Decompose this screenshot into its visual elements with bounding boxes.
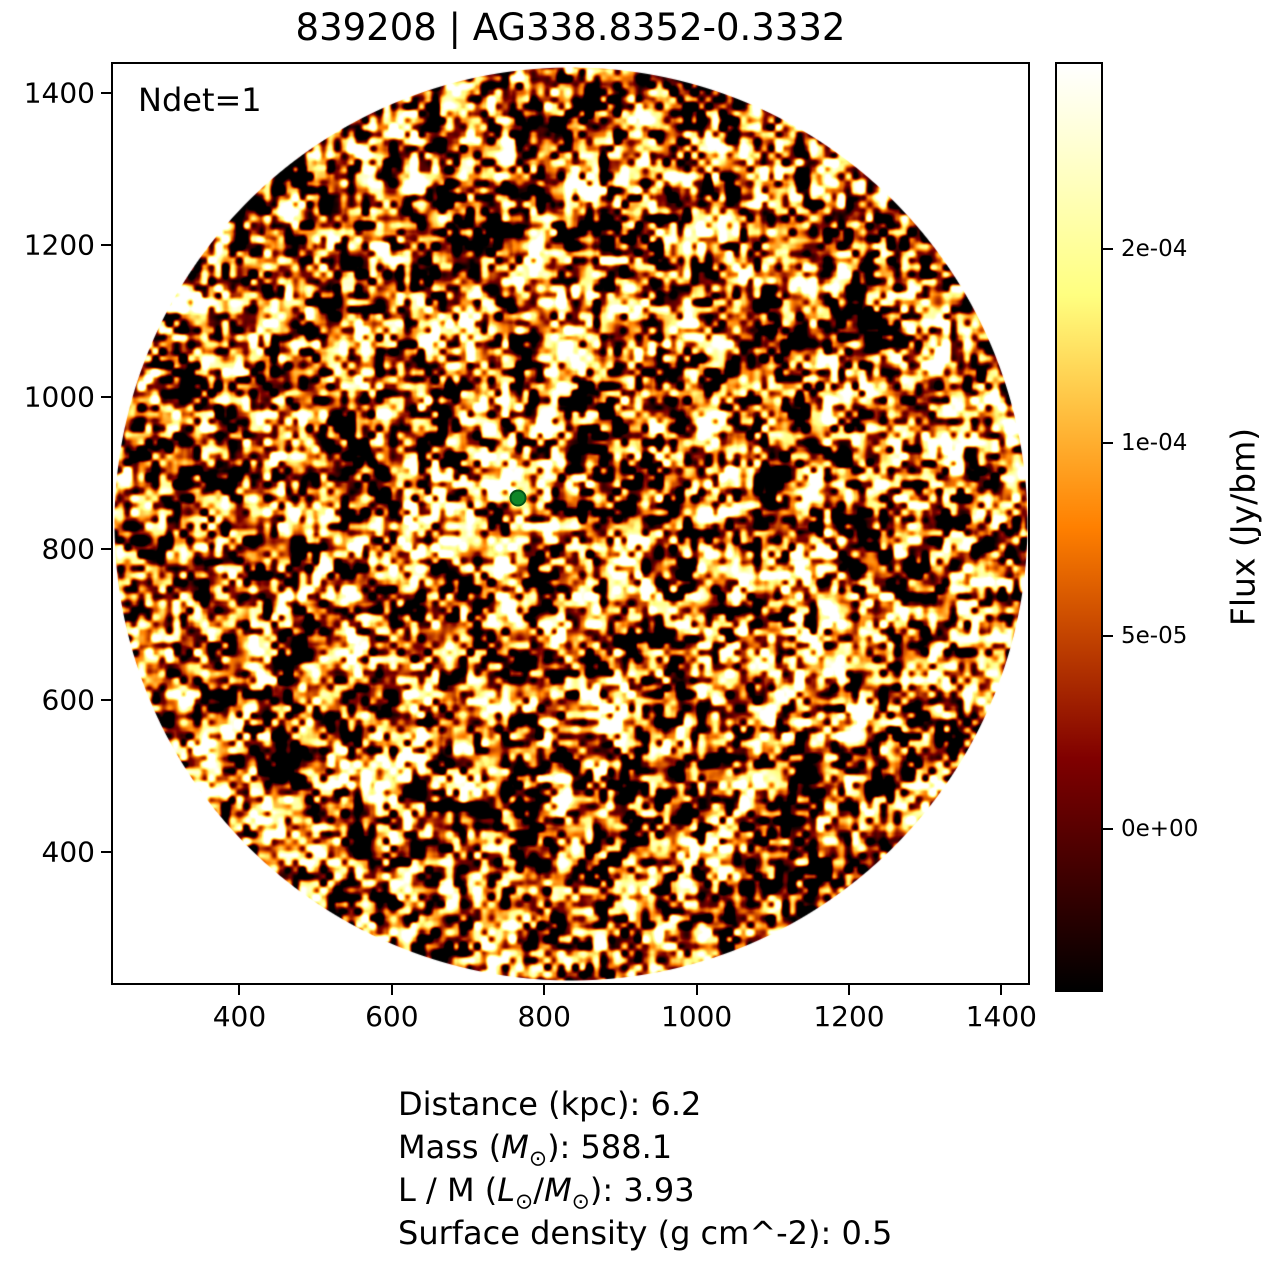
y-tick-label: 800: [41, 532, 95, 566]
x-tick-mark: [390, 985, 393, 995]
y-tick-label: 1200: [23, 228, 95, 262]
y-tick-mark: [101, 395, 111, 398]
axes-box: Ndet=1: [111, 62, 1030, 985]
colorbar-tick-mark: [1103, 442, 1113, 445]
info-line: Distance (kpc): 6.2: [398, 1085, 702, 1123]
colorbar-tick-label: 5e-05: [1121, 622, 1188, 649]
info-line: Surface density (g cm^-2): 0.5: [398, 1214, 893, 1252]
x-tick-label: 600: [365, 1000, 419, 1033]
colorbar-tick-label: 1e-04: [1121, 430, 1188, 457]
colorbar-gradient: [1057, 64, 1101, 990]
detection-marker: [509, 489, 527, 507]
x-tick-mark: [1000, 985, 1003, 995]
info-block: Distance (kpc): 6.2 Mass (M⊙): 588.1 L / M…: [398, 1083, 892, 1255]
info-line: Mass (M⊙): 588.1: [398, 1128, 673, 1172]
x-tick-mark: [238, 985, 241, 995]
flux-image-canvas: [113, 64, 1028, 983]
x-tick-label: 800: [517, 1000, 571, 1033]
y-tick-mark: [101, 91, 111, 94]
y-tick-label: 400: [41, 835, 95, 869]
y-tick-label: 1400: [23, 76, 95, 110]
x-tick-label: 1000: [660, 1000, 733, 1033]
colorbar-tick-mark: [1103, 634, 1113, 637]
colorbar-axis-label: Flux (Jy/bm): [1223, 427, 1263, 627]
y-tick-label: 1000: [23, 380, 95, 414]
y-tick-mark: [101, 699, 111, 702]
colorbar-tick-mark: [1103, 247, 1113, 250]
info-line: L / M (L⊙/M⊙): 3.93: [398, 1171, 695, 1215]
x-tick-label: 1200: [813, 1000, 885, 1033]
y-tick-mark: [101, 547, 111, 550]
colorbar: [1055, 62, 1103, 992]
colorbar-tick-label: 0e+00: [1121, 816, 1199, 843]
colorbar-tick-mark: [1103, 828, 1113, 831]
x-tick-mark: [695, 985, 698, 995]
colorbar-tick-label: 2e-04: [1121, 235, 1188, 262]
y-tick-label: 600: [41, 683, 95, 717]
x-tick-label: 1400: [965, 1000, 1037, 1033]
y-tick-mark: [101, 851, 111, 854]
x-tick-mark: [847, 985, 850, 995]
x-tick-label: 400: [212, 1000, 267, 1033]
ndet-annotation: Ndet=1: [138, 81, 262, 119]
x-tick-mark: [543, 985, 546, 995]
chart-title: 839208 | AG338.8352-0.3332: [295, 6, 846, 49]
y-tick-mark: [101, 243, 111, 246]
